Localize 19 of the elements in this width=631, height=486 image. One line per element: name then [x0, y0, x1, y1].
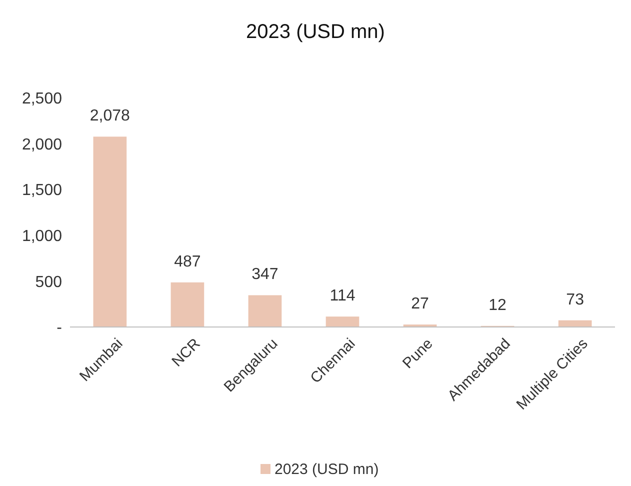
- data-label: 487: [174, 253, 201, 270]
- chart-title: 2023 (USD mn): [246, 21, 385, 43]
- bar: [326, 316, 360, 327]
- data-label: 12: [488, 296, 507, 314]
- data-label: 73: [566, 291, 584, 308]
- y-tick-label: 500: [35, 274, 62, 291]
- y-tick-label: 1,500: [22, 182, 62, 200]
- data-label: 114: [330, 288, 356, 305]
- bar: [248, 295, 282, 327]
- y-tick-label: 2,500: [22, 90, 62, 108]
- data-label: 27: [411, 296, 430, 313]
- y-tick-label: 1,000: [22, 228, 62, 245]
- data-label: 347: [252, 266, 278, 284]
- y-tick-label: 2,000: [22, 136, 62, 154]
- bar: [93, 136, 127, 327]
- y-tick-label: -: [56, 320, 62, 337]
- bar: [170, 282, 204, 327]
- data-label: 2,078: [90, 108, 130, 125]
- legend-label: 2023 (USD mn): [274, 461, 379, 478]
